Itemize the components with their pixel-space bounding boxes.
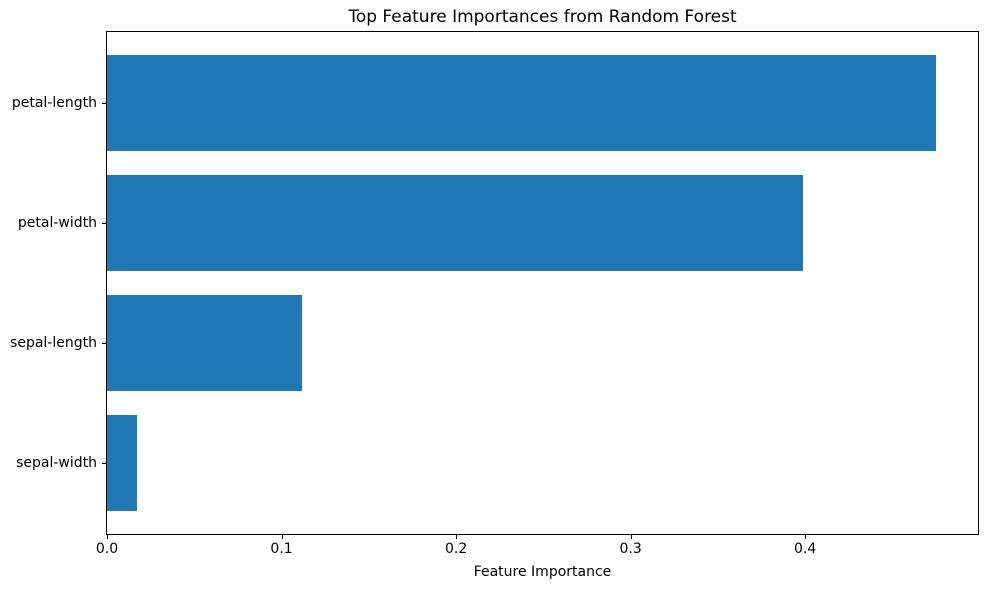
- x-tick-label: 0.2: [444, 541, 468, 557]
- x-tick-label: 0.4: [794, 541, 817, 557]
- y-tick-mark: [102, 463, 106, 465]
- x-tick-label: 0.0: [95, 541, 119, 557]
- chart-title: Top Feature Importances from Random Fore…: [348, 7, 737, 27]
- plot-area: [106, 31, 979, 535]
- x-tick-mark: [805, 535, 807, 539]
- y-tick-mark: [102, 102, 106, 104]
- y-tick-label: petal-length: [11, 94, 97, 111]
- bar-petal-width: [107, 174, 804, 271]
- bar-sepal-length: [107, 295, 303, 392]
- bar-sepal-width: [107, 415, 137, 512]
- y-tick-label: petal-width: [17, 214, 97, 231]
- y-tick-label: sepal-length: [10, 335, 97, 352]
- x-tick-mark: [281, 535, 283, 539]
- x-tick-mark: [456, 535, 458, 539]
- y-tick-label: sepal-width: [16, 455, 97, 472]
- x-tick-mark: [630, 535, 632, 539]
- x-tick-mark: [107, 535, 108, 539]
- bar-petal-length: [107, 54, 937, 151]
- x-axis-label: Feature Importance: [473, 564, 612, 580]
- y-tick-mark: [102, 343, 106, 345]
- x-tick-label: 0.1: [270, 541, 293, 557]
- x-tick-label: 0.3: [619, 541, 642, 557]
- y-tick-mark: [102, 222, 106, 224]
